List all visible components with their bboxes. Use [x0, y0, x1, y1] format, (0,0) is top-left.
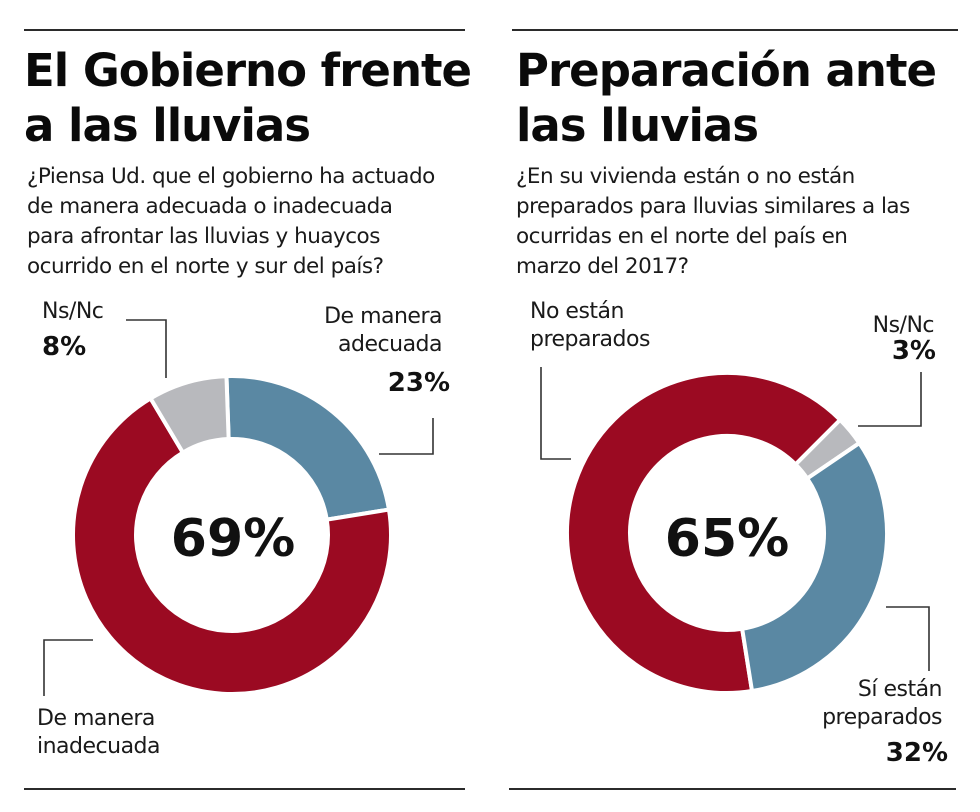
value-adecuada: 23%: [387, 368, 450, 398]
value-nsnc-gobierno: 8%: [42, 332, 87, 362]
bottom-divider-right: [509, 788, 956, 790]
donut-slice-inadecuada: [71, 395, 393, 696]
slice-label: Sí están: [857, 677, 943, 702]
label-si-preparados: Sí están preparados: [790, 676, 942, 732]
donut-slice-nsnc: [147, 374, 231, 456]
question-line: ¿Piensa Ud. que el gobierno ha actuado: [27, 164, 435, 189]
donut-slice-si_preparados: [739, 440, 889, 694]
question-line: para afrontar las lluvias y huaycos: [27, 224, 380, 249]
title-line: Preparación ante: [516, 44, 937, 97]
slice-label: Ns/Nc: [42, 299, 104, 324]
question-line: ¿En su vivienda están o no están: [516, 164, 855, 189]
leader-adecuada: [379, 418, 434, 455]
slice-label: adecuada: [338, 332, 442, 357]
slice-label: inadecuada: [37, 734, 161, 759]
leader-nsnc-preparacion: [858, 372, 922, 427]
leader-si-preparados: [886, 606, 930, 671]
slice-label: De manera: [37, 706, 155, 731]
question-line: ocurridas en el norte del país en: [516, 224, 848, 249]
top-divider-right: [512, 29, 958, 31]
leader-no-preparados: [540, 367, 571, 460]
question-line: ocurrido en el norte y sur del país?: [27, 254, 384, 279]
title-line: El Gobierno frente: [24, 44, 472, 97]
donut-slice-adecuada: [224, 374, 392, 522]
slice-label: preparados: [530, 327, 650, 352]
value-si-preparados: 32%: [885, 738, 948, 768]
leader-lines: [43, 319, 930, 696]
slice-label: preparados: [822, 705, 942, 730]
donut-slice-no_preparados: [565, 371, 843, 695]
bottom-divider-left: [24, 788, 465, 790]
question-preparacion: ¿En su vivienda están o no están prepara…: [516, 162, 910, 282]
label-adecuada: De manera adecuada: [300, 303, 442, 359]
center-value-preparacion: 65%: [665, 509, 789, 569]
leader-nsnc-gobierno: [126, 319, 167, 378]
label-nsnc-preparacion: Ns/Nc: [820, 312, 935, 340]
label-nsnc-gobierno: Ns/Nc: [42, 298, 104, 326]
chart-title-gobierno: El Gobierno frente a las lluvias: [24, 43, 472, 153]
label-inadecuada: No están De manera inadecuada: [37, 705, 161, 761]
title-line: las lluvias: [516, 99, 759, 152]
question-line: marzo del 2017?: [516, 254, 689, 279]
slice-label: De manera: [324, 304, 442, 329]
leader-inadecuada: [43, 639, 93, 696]
label-no-preparados: No están preparados: [530, 298, 650, 354]
center-value-gobierno: 69%: [171, 509, 295, 569]
slice-label: Ns/Nc: [872, 313, 935, 338]
question-line: preparados para lluvias similares a las: [516, 194, 910, 219]
value-nsnc-preparacion: 3%: [891, 336, 936, 366]
slice-label: No están: [530, 299, 624, 324]
donut-chart-gobierno: [71, 374, 393, 696]
question-line: de manera adecuada o inadecuada: [27, 194, 393, 219]
question-gobierno: ¿Piensa Ud. que el gobierno ha actuado d…: [27, 162, 435, 282]
title-line: a las lluvias: [24, 99, 311, 152]
top-divider-left: [24, 29, 465, 31]
chart-title-preparacion: Preparación ante las lluvias: [516, 43, 937, 153]
donut-chart-preparacion: [565, 371, 889, 695]
